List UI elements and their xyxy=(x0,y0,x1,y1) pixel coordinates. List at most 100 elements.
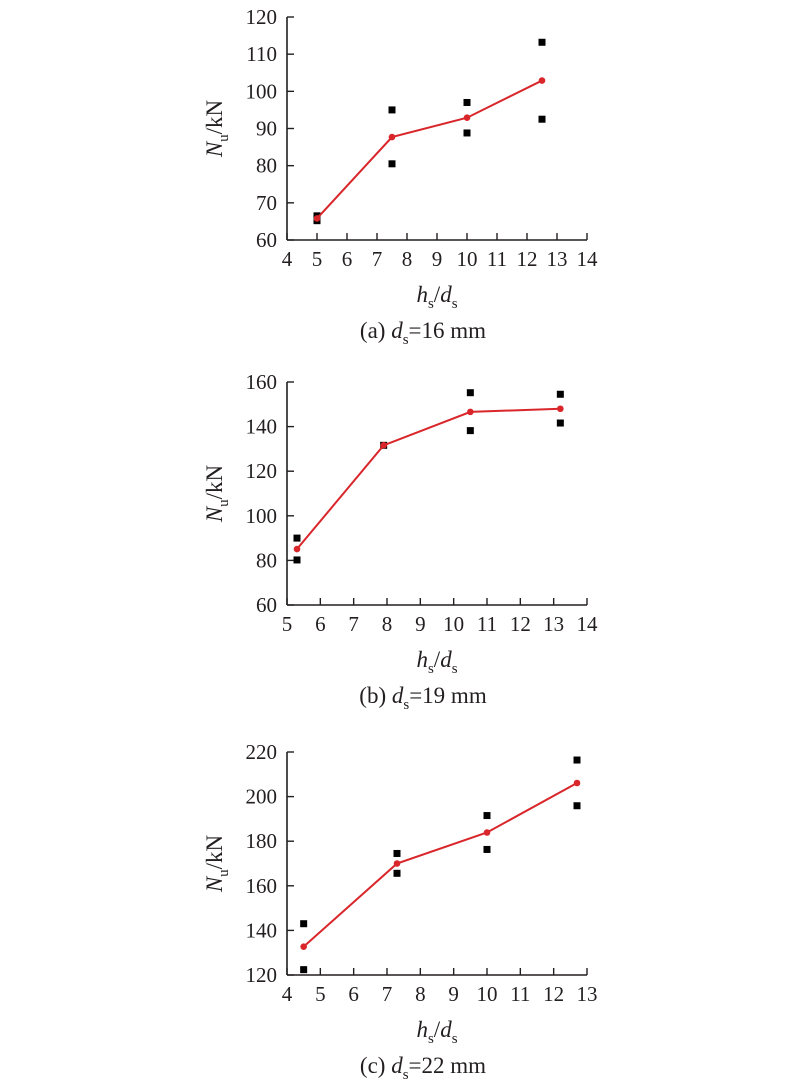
data-point-square xyxy=(556,390,564,398)
data-point-square xyxy=(573,756,581,764)
y-tick-label: 90 xyxy=(256,117,277,141)
x-tick-label: 5 xyxy=(282,612,293,636)
y-tick-label: 180 xyxy=(246,829,278,853)
y-tick-label: 160 xyxy=(246,874,278,898)
x-tick-label: 11 xyxy=(487,247,507,271)
caption-sub: s xyxy=(403,697,409,713)
y-tick-label: 100 xyxy=(246,504,278,528)
chart-caption: (a) ds=16 mm xyxy=(360,318,486,348)
data-point-circle xyxy=(463,114,471,122)
x-tick-label: 4 xyxy=(282,247,293,271)
x-tick-label: 7 xyxy=(372,247,383,271)
y-tick-label: 120 xyxy=(246,963,278,987)
data-point-square xyxy=(538,38,546,46)
x-tick-label: 7 xyxy=(382,982,393,1006)
data-point-square xyxy=(483,812,491,820)
data-point-square xyxy=(300,966,308,974)
y-axis-title-sub: u xyxy=(216,869,232,877)
x-axis-title-sep: / xyxy=(434,282,441,307)
data-point-square xyxy=(466,427,474,435)
caption-rest: =22 mm xyxy=(409,1053,487,1078)
x-axis-title-sub: s xyxy=(452,661,458,677)
caption-var: d xyxy=(392,683,404,708)
y-axis-title-sub: u xyxy=(216,499,232,507)
x-axis-title-var: d xyxy=(440,1017,452,1042)
x-tick-label: 7 xyxy=(348,612,359,636)
y-axis-title: Nu/kN xyxy=(202,464,232,523)
x-axis-title-sub: s xyxy=(428,1031,434,1047)
chart-caption: (c) ds=22 mm xyxy=(360,1053,486,1083)
y-axis-title-var: N xyxy=(202,140,227,158)
x-tick-label: 9 xyxy=(448,982,459,1006)
caption-prefix: (b) xyxy=(359,683,392,708)
x-axis-title-sub: s xyxy=(452,296,458,312)
y-tick-label: 220 xyxy=(246,740,278,764)
data-point-circle xyxy=(573,779,581,787)
caption-var: d xyxy=(391,1053,403,1078)
x-axis-title-sep: / xyxy=(434,647,441,672)
data-point-circle xyxy=(388,133,396,141)
y-axis-title-unit: /kN xyxy=(202,99,227,134)
x-tick-label: 13 xyxy=(547,247,568,271)
series-line xyxy=(303,782,578,948)
x-tick-label: 6 xyxy=(342,247,353,271)
data-point-circle xyxy=(557,405,564,413)
x-tick-label: 9 xyxy=(415,612,426,636)
y-axis-title-var: N xyxy=(202,875,227,893)
data-point-circle xyxy=(467,408,474,416)
x-axis-title-var: h xyxy=(416,1017,428,1042)
x-axis-title-var: h xyxy=(416,647,428,672)
x-axis-title: hs/ds xyxy=(416,647,457,677)
x-tick-label: 12 xyxy=(517,247,538,271)
caption-var: d xyxy=(391,318,403,343)
x-axis-title-sub: s xyxy=(452,1031,458,1047)
data-point-square xyxy=(538,115,546,123)
data-point-square xyxy=(466,389,474,397)
caption-prefix: (a) xyxy=(360,318,391,343)
data-point-square xyxy=(573,802,581,810)
x-tick-label: 12 xyxy=(543,982,564,1006)
caption-sub: s xyxy=(403,332,409,348)
y-axis-title-sub: u xyxy=(216,134,232,142)
x-axis-title-sep: / xyxy=(434,1017,441,1042)
data-point-square xyxy=(556,419,564,427)
series-line xyxy=(316,79,543,220)
y-tick-label: 70 xyxy=(256,191,277,215)
data-point-square xyxy=(463,129,471,137)
data-point-square xyxy=(388,160,396,168)
x-tick-label: 8 xyxy=(382,612,393,636)
x-tick-label: 5 xyxy=(312,247,323,271)
data-point-square xyxy=(388,106,396,114)
data-point-square xyxy=(293,534,301,542)
x-axis-title-var: d xyxy=(440,647,452,672)
x-tick-label: 9 xyxy=(432,247,443,271)
y-tick-label: 120 xyxy=(246,459,278,483)
x-tick-label: 4 xyxy=(282,982,293,1006)
data-point-square xyxy=(463,98,471,106)
x-tick-label: 5 xyxy=(315,982,326,1006)
data-point-circle xyxy=(313,215,321,222)
data-point-circle xyxy=(483,829,491,836)
y-axis-title: Nu/kN xyxy=(202,99,232,158)
x-tick-label: 8 xyxy=(402,247,413,271)
y-tick-label: 110 xyxy=(246,42,277,66)
data-point-square xyxy=(293,556,301,564)
x-axis-title-sub: s xyxy=(428,661,434,677)
y-axis-title: Nu/kN xyxy=(202,834,232,893)
y-tick-label: 60 xyxy=(256,228,277,252)
data-point-circle xyxy=(293,545,301,553)
x-tick-label: 12 xyxy=(510,612,531,636)
y-axis-title-unit: /kN xyxy=(202,464,227,499)
y-tick-label: 200 xyxy=(246,785,278,809)
x-tick-label: 10 xyxy=(443,612,464,636)
data-point-square xyxy=(393,869,401,877)
data-point-square xyxy=(483,845,491,853)
x-tick-label: 11 xyxy=(510,982,530,1006)
chart-caption: (b) ds=19 mm xyxy=(359,683,487,713)
x-tick-label: 13 xyxy=(543,612,564,636)
y-tick-label: 60 xyxy=(256,593,277,617)
y-axis-title-var: N xyxy=(202,505,227,523)
y-axis-title-unit: /kN xyxy=(202,834,227,869)
